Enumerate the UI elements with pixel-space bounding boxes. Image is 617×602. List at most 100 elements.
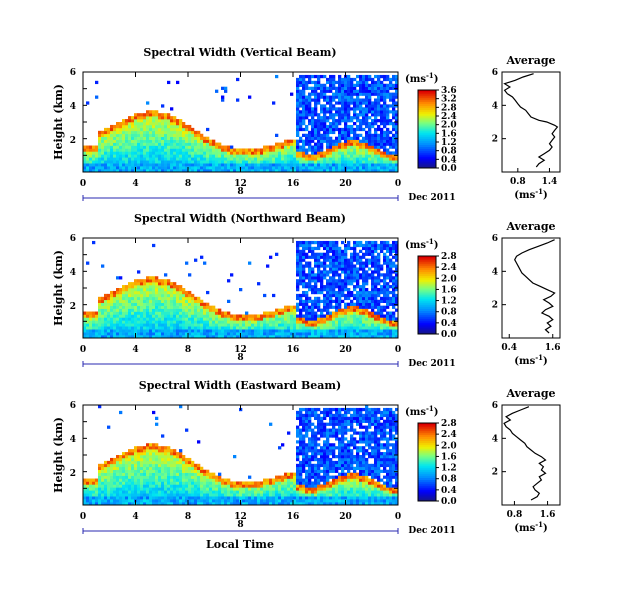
heatmap-cell <box>230 157 233 160</box>
heatmap-cell <box>125 464 128 467</box>
heatmap-cell <box>320 326 323 329</box>
heatmap-cell <box>158 151 161 154</box>
heatmap-cell <box>368 262 371 265</box>
heatmap-cell <box>308 134 311 137</box>
heatmap-cell <box>356 101 359 104</box>
heatmap-cell <box>173 481 176 484</box>
heatmap-cell <box>140 496 143 499</box>
heatmap-cell <box>242 166 245 169</box>
heatmap-cell <box>323 262 326 265</box>
heatmap-cell <box>386 329 389 332</box>
heatmap-cell <box>368 273 371 276</box>
heatmap-cell <box>164 458 167 461</box>
heatmap-cell <box>212 312 215 315</box>
heatmap-cell <box>296 314 299 317</box>
heatmap-cell <box>290 329 293 332</box>
heatmap-cell <box>383 160 386 163</box>
heatmap-cell <box>152 113 155 116</box>
heatmap-cell <box>368 244 371 247</box>
heatmap-cell <box>308 247 311 250</box>
heatmap-cell <box>128 300 131 303</box>
heatmap-cell <box>116 309 119 312</box>
heatmap-cell <box>380 87 383 90</box>
heatmap-cell <box>194 314 197 317</box>
heatmap-cell <box>245 151 248 154</box>
heatmap-cell <box>194 306 197 309</box>
heatmap-cell <box>158 128 161 131</box>
heatmap-cell <box>155 323 158 326</box>
heatmap-cell <box>131 484 134 487</box>
heatmap-cell <box>338 157 341 160</box>
heatmap-cell <box>128 487 131 490</box>
heatmap-cell <box>392 140 395 143</box>
heatmap-cell <box>113 467 116 470</box>
heatmap-cell <box>89 499 92 502</box>
heatmap-cell <box>209 154 212 157</box>
heatmap-cell <box>101 473 104 476</box>
heatmap-cell <box>224 317 227 320</box>
heatmap-cell <box>146 297 149 300</box>
heatmap-cell <box>392 157 395 160</box>
heatmap-cell <box>371 253 374 256</box>
heatmap-cell <box>281 143 284 146</box>
heatmap-cell <box>224 329 227 332</box>
heatmap-cell <box>206 166 209 169</box>
heatmap-cell <box>170 326 173 329</box>
profile-y-tick-label: 2 <box>492 135 498 145</box>
heatmap-cell <box>104 309 107 312</box>
heatmap-cell <box>350 128 353 131</box>
heatmap-cell <box>374 320 377 323</box>
heatmap-cell <box>155 137 158 140</box>
heatmap-cell <box>152 446 155 449</box>
heatmap-cell <box>176 128 179 131</box>
heatmap-cell <box>158 279 161 282</box>
heatmap-cell <box>191 314 194 317</box>
heatmap-cell <box>146 122 149 125</box>
heatmap-cell <box>146 119 149 122</box>
heatmap-cell <box>143 332 146 335</box>
heatmap-cell <box>338 259 341 262</box>
heatmap-cell <box>173 329 176 332</box>
heatmap-cell <box>335 128 338 131</box>
heatmap-cell <box>164 446 167 449</box>
heatmap-cell <box>161 481 164 484</box>
heatmap-cell <box>233 329 236 332</box>
heatmap-cell <box>113 323 116 326</box>
heatmap-cell <box>155 288 158 291</box>
heatmap-cell <box>116 288 119 291</box>
heatmap-cell <box>317 256 320 259</box>
heatmap-cell <box>143 484 146 487</box>
heatmap-cell <box>320 264 323 267</box>
heatmap-cell <box>314 98 317 101</box>
heatmap-cell <box>179 285 182 288</box>
heatmap-cell <box>224 481 227 484</box>
heatmap-cell <box>347 113 350 116</box>
heatmap-cell <box>137 461 140 464</box>
heatmap-cell <box>305 84 308 87</box>
heatmap-cell <box>392 294 395 297</box>
heatmap-cell <box>323 166 326 169</box>
heatmap-cell <box>359 163 362 166</box>
heatmap-cell <box>104 473 107 476</box>
heatmap-cell <box>386 87 389 90</box>
heatmap-cell <box>302 113 305 116</box>
heatmap-cell <box>215 479 218 482</box>
heatmap-cell <box>161 154 164 157</box>
heatmap-cell <box>188 303 191 306</box>
heatmap-cell <box>212 143 215 146</box>
heatmap-cell <box>86 484 89 487</box>
heatmap-cell <box>113 148 116 151</box>
heatmap-cell <box>233 148 236 151</box>
heatmap-cell <box>116 143 119 146</box>
heatmap-cell <box>305 264 308 267</box>
heatmap-cell <box>224 484 227 487</box>
heatmap-cell <box>317 134 320 137</box>
heatmap-cell <box>146 464 149 467</box>
heatmap-cell <box>383 285 386 288</box>
heatmap-cell <box>203 262 206 265</box>
heatmap-cell <box>146 473 149 476</box>
heatmap-cell <box>179 163 182 166</box>
heatmap-cell <box>107 146 110 149</box>
heatmap-cell <box>296 279 299 282</box>
heatmap-cell <box>386 312 389 315</box>
